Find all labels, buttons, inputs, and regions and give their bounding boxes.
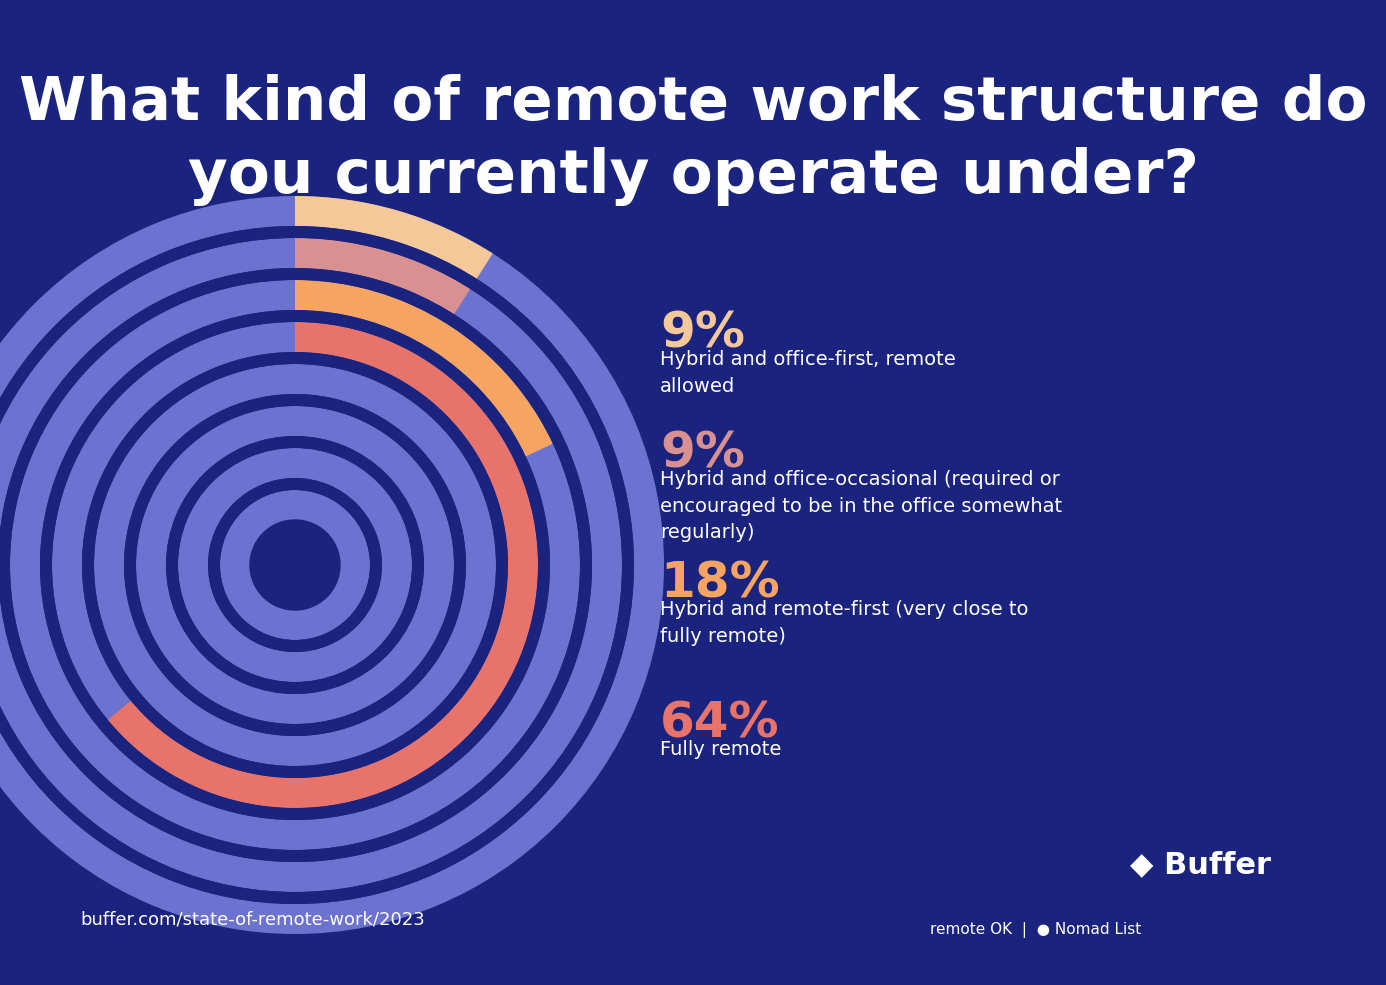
Wedge shape [0,226,633,904]
Text: 64%: 64% [660,700,779,748]
Wedge shape [0,268,592,862]
Wedge shape [53,322,538,808]
Text: 9%: 9% [660,310,746,358]
Wedge shape [249,520,340,610]
Wedge shape [136,406,455,724]
Wedge shape [40,310,550,820]
Wedge shape [295,280,553,456]
Wedge shape [166,436,424,694]
Wedge shape [177,448,412,682]
Wedge shape [0,196,664,934]
Wedge shape [220,490,370,640]
Wedge shape [10,280,579,850]
Wedge shape [123,394,466,736]
Wedge shape [295,196,492,279]
Wedge shape [108,322,538,808]
Text: Hybrid and office-occasional (required or
encouraged to be in the office somewha: Hybrid and office-occasional (required o… [660,470,1062,542]
Text: Hybrid and remote-first (very close to
fully remote): Hybrid and remote-first (very close to f… [660,600,1028,645]
Wedge shape [82,352,509,778]
Text: remote OK  |  ● Nomad List: remote OK | ● Nomad List [930,922,1141,938]
Text: 9%: 9% [660,430,746,478]
Wedge shape [94,364,496,766]
Text: 18%: 18% [660,560,780,608]
Text: Hybrid and office-first, remote
allowed: Hybrid and office-first, remote allowed [660,350,956,396]
Text: Fully remote: Fully remote [660,740,782,759]
Wedge shape [295,238,470,314]
Circle shape [249,520,340,610]
Wedge shape [0,238,622,892]
Wedge shape [208,478,383,652]
Text: buffer.com/state-of-remote-work/2023: buffer.com/state-of-remote-work/2023 [80,911,424,929]
Text: What kind of remote work structure do
you currently operate under?: What kind of remote work structure do yo… [19,74,1367,206]
Text: ◆ Buffer: ◆ Buffer [1130,850,1271,880]
